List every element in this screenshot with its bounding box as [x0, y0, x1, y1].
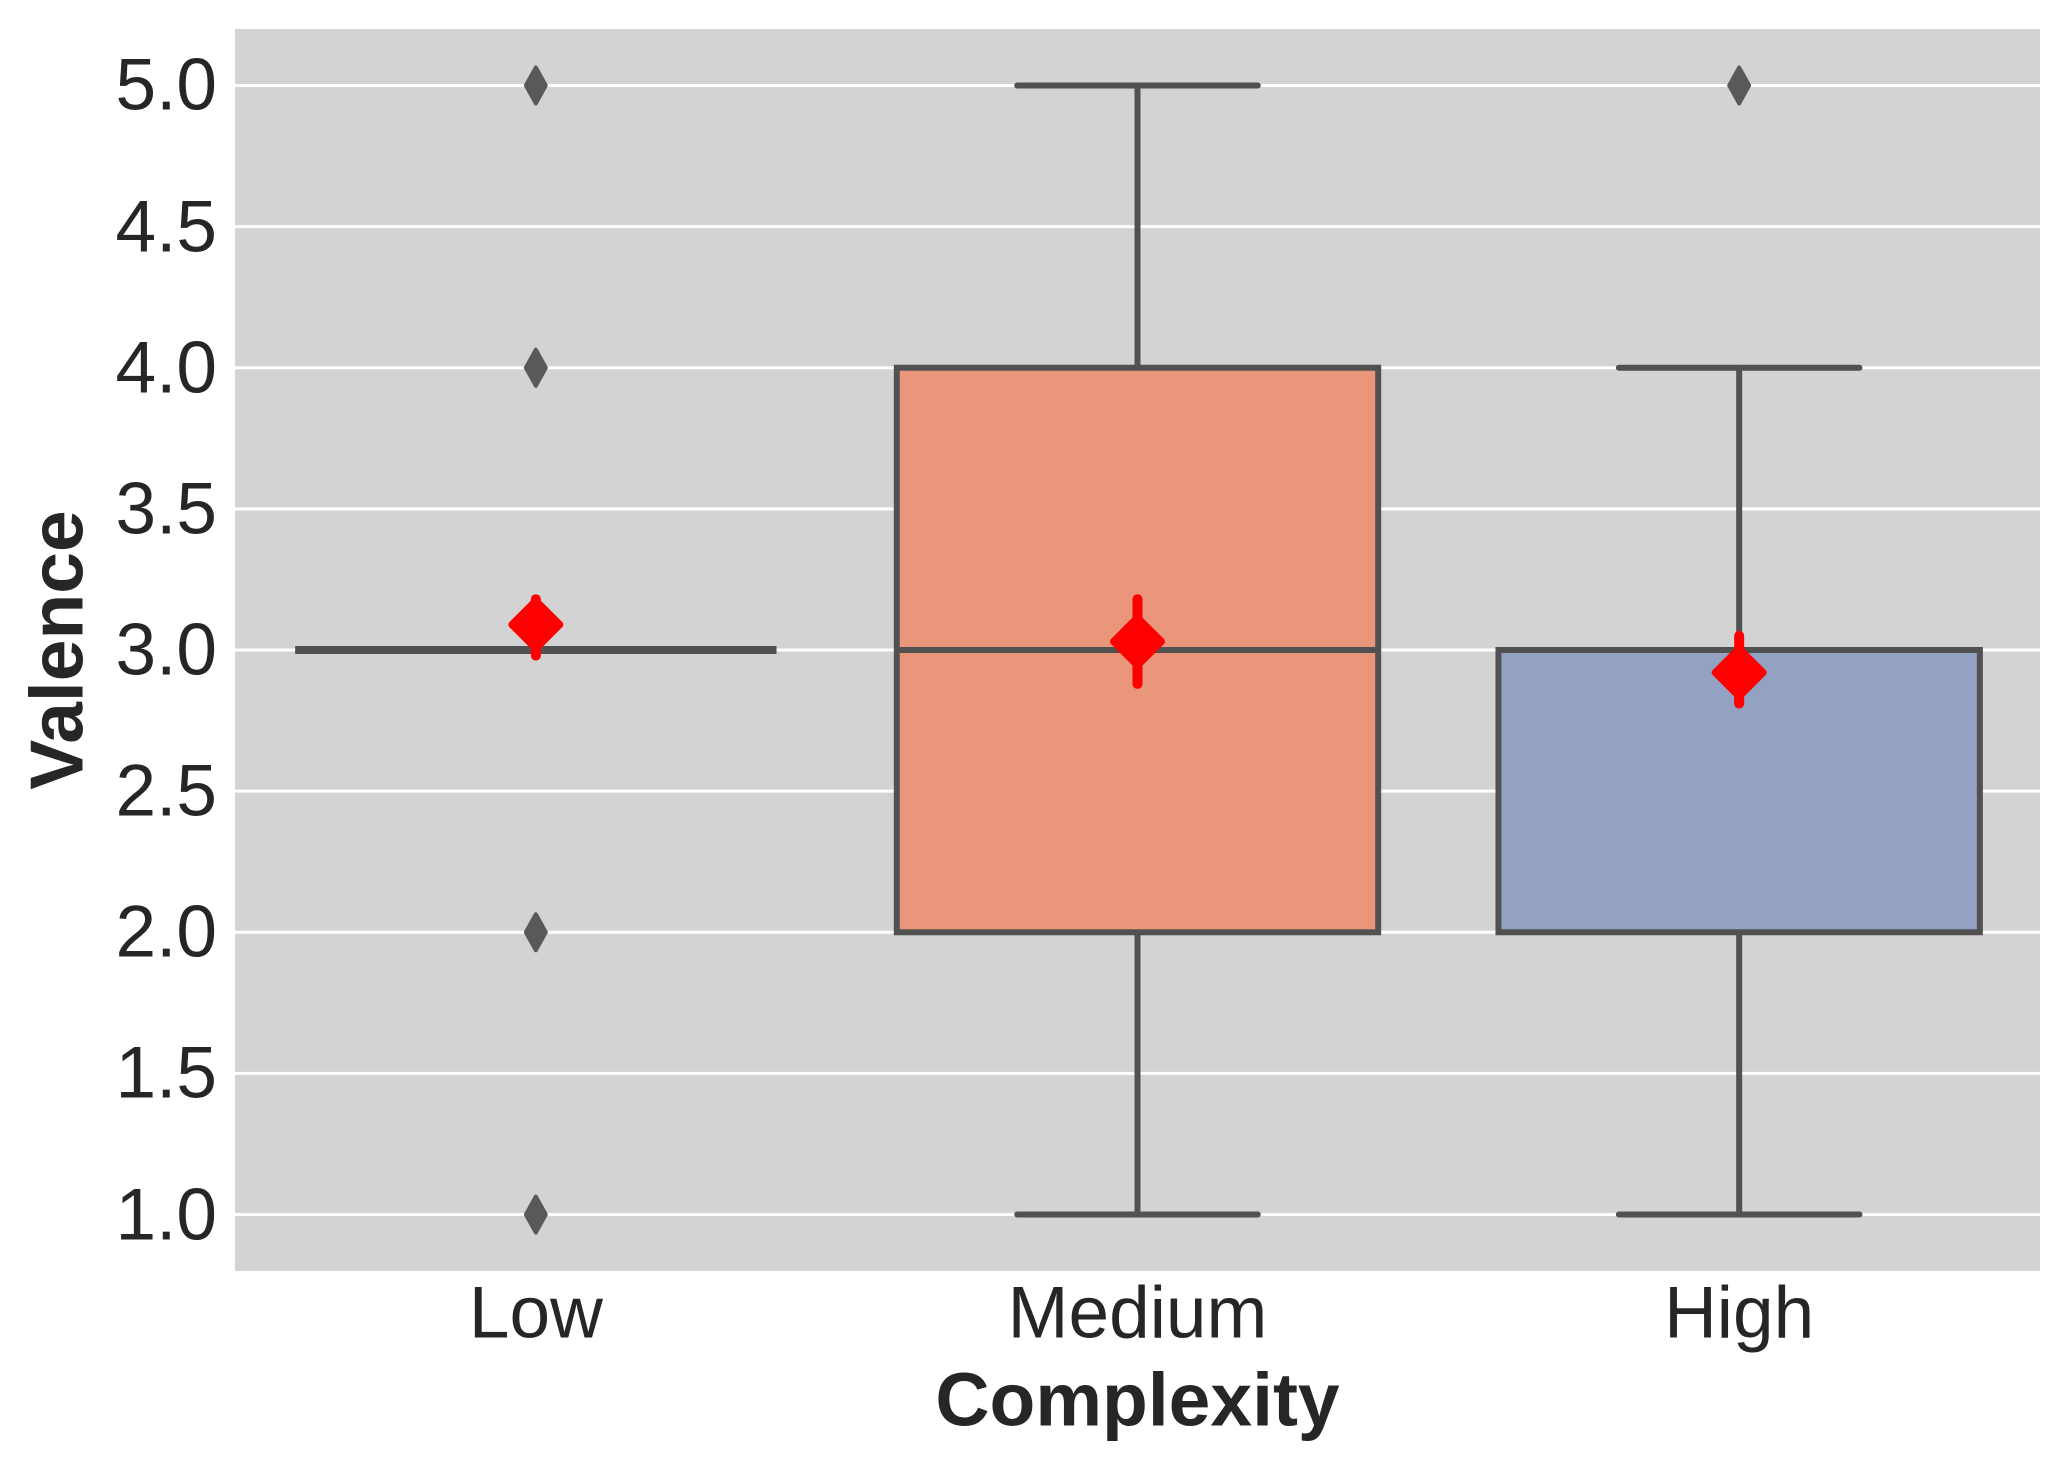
y-tick-label-1.0: 1.0: [115, 1174, 217, 1256]
y-tick-label-5.0: 5.0: [115, 44, 217, 126]
y-tick-label-2.5: 2.5: [115, 750, 217, 832]
x-tick-label-high: High: [1664, 1272, 1815, 1354]
y-tick-label-4.5: 4.5: [115, 186, 217, 268]
x-axis-label: Complexity: [935, 1357, 1340, 1442]
y-tick-label-3.0: 3.0: [115, 609, 217, 691]
outlier-low-4.0: [523, 347, 548, 388]
outlier-high-5.0: [1727, 65, 1752, 106]
outlier-low-5.0: [523, 65, 548, 106]
outlier-low-1.0: [523, 1194, 548, 1235]
x-tick-label-medium: Medium: [1007, 1272, 1268, 1354]
mean-marker-low: [508, 597, 564, 653]
y-tick-label-4.0: 4.0: [115, 327, 217, 409]
outlier-low-2.0: [523, 912, 548, 953]
y-tick-label-2.0: 2.0: [115, 891, 217, 973]
y-axis-label: Valence: [14, 510, 99, 790]
mean-marker-medium: [1110, 614, 1165, 670]
y-tick-label-3.5: 3.5: [115, 468, 217, 550]
y-tick-label-1.5: 1.5: [115, 1032, 217, 1114]
mean-marker-high: [1711, 645, 1767, 701]
x-tick-label-low: Low: [468, 1272, 603, 1354]
